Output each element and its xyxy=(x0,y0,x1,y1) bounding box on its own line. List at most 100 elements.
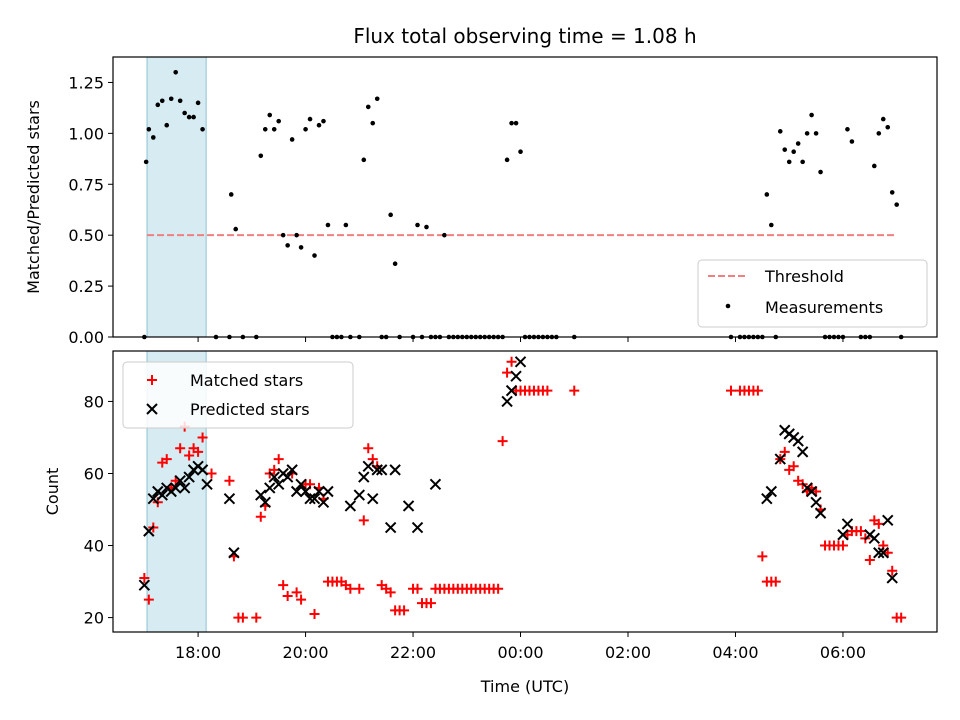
data-point xyxy=(358,515,369,526)
data-point xyxy=(303,126,308,132)
data-point xyxy=(504,157,510,163)
data-point xyxy=(251,612,262,623)
data-point xyxy=(183,471,195,483)
data-point xyxy=(424,224,429,230)
data-point xyxy=(765,485,778,498)
data-point xyxy=(513,120,519,126)
y-tick-label: 0.75 xyxy=(68,175,104,194)
data-point xyxy=(371,464,383,476)
x-tick-label: 18:00 xyxy=(175,643,221,662)
data-point xyxy=(164,122,170,128)
data-point xyxy=(896,612,907,623)
data-point xyxy=(282,590,293,601)
x-tick-label: 06:00 xyxy=(820,643,866,662)
data-point xyxy=(200,126,205,132)
data-point xyxy=(197,432,208,443)
data-point xyxy=(273,454,284,465)
data-point xyxy=(184,450,195,461)
y-tick-label: 40 xyxy=(84,537,104,556)
data-point xyxy=(317,496,330,509)
data-point xyxy=(206,468,217,479)
data-point xyxy=(782,147,788,152)
data-point xyxy=(514,356,527,368)
data-point xyxy=(304,492,316,505)
data-point xyxy=(877,547,889,559)
data-point xyxy=(316,122,322,128)
data-point xyxy=(291,587,302,598)
data-point xyxy=(502,367,513,378)
data-point xyxy=(894,202,899,207)
data-point xyxy=(146,126,152,132)
data-point xyxy=(791,149,796,154)
data-point xyxy=(169,482,182,494)
data-point xyxy=(752,385,763,396)
data-point xyxy=(542,385,553,396)
data-point xyxy=(278,580,289,591)
data-point xyxy=(880,116,886,122)
y-axis-label: Matched/Predicted stars xyxy=(24,100,43,294)
data-point xyxy=(193,446,204,457)
data-point xyxy=(800,159,805,165)
data-point xyxy=(361,157,367,163)
data-point xyxy=(885,124,891,130)
data-point xyxy=(841,518,854,530)
data-point xyxy=(876,131,882,136)
data-point xyxy=(161,454,172,465)
data-point xyxy=(868,532,881,545)
data-point xyxy=(805,485,818,498)
data-point xyxy=(497,436,508,447)
data-point xyxy=(325,222,331,228)
data-point xyxy=(354,583,365,594)
data-point xyxy=(764,192,770,197)
x-tick-label: 20:00 xyxy=(283,643,329,662)
data-point xyxy=(362,460,374,472)
data-point xyxy=(813,131,819,136)
data-point xyxy=(299,485,312,498)
data-point xyxy=(757,551,768,562)
data-point xyxy=(272,478,285,491)
data-point xyxy=(321,118,326,124)
data-point xyxy=(370,120,376,126)
y-tick-label: 20 xyxy=(84,609,104,628)
data-point xyxy=(159,98,165,104)
legend-label: Matched stars xyxy=(190,371,303,390)
data-point xyxy=(837,540,848,551)
data-point xyxy=(296,594,307,605)
data-point xyxy=(365,104,371,110)
data-point xyxy=(425,598,436,609)
data-point xyxy=(280,232,286,238)
legend: Threshold Measurements xyxy=(697,259,928,328)
data-point xyxy=(505,384,518,397)
data-point xyxy=(518,149,523,154)
data-point xyxy=(285,243,290,248)
legend-label: Measurements xyxy=(765,298,883,317)
data-point xyxy=(411,521,424,534)
y-tick-label: 60 xyxy=(84,464,104,483)
data-point xyxy=(177,98,183,104)
data-point xyxy=(786,159,792,165)
data-point xyxy=(402,500,415,512)
data-point xyxy=(774,453,786,465)
data-point xyxy=(792,435,804,447)
data-point xyxy=(201,478,213,491)
data-point xyxy=(286,464,298,476)
data-point xyxy=(139,572,150,583)
data-point xyxy=(882,514,894,527)
data-point xyxy=(233,226,239,232)
data-point xyxy=(886,572,898,584)
data-point xyxy=(175,443,186,454)
data-point xyxy=(182,110,187,116)
data-point xyxy=(308,492,321,505)
data-point xyxy=(309,608,320,619)
data-point xyxy=(442,232,447,238)
data-point xyxy=(887,565,898,576)
data-point xyxy=(267,112,273,118)
data-point xyxy=(388,212,393,218)
data-point xyxy=(298,245,304,250)
data-point xyxy=(796,446,809,458)
data-point xyxy=(392,261,398,266)
data-point xyxy=(196,464,209,476)
data-point xyxy=(769,222,774,228)
data-point xyxy=(312,253,317,258)
x-axis-label: Time (UTC) xyxy=(480,677,569,696)
